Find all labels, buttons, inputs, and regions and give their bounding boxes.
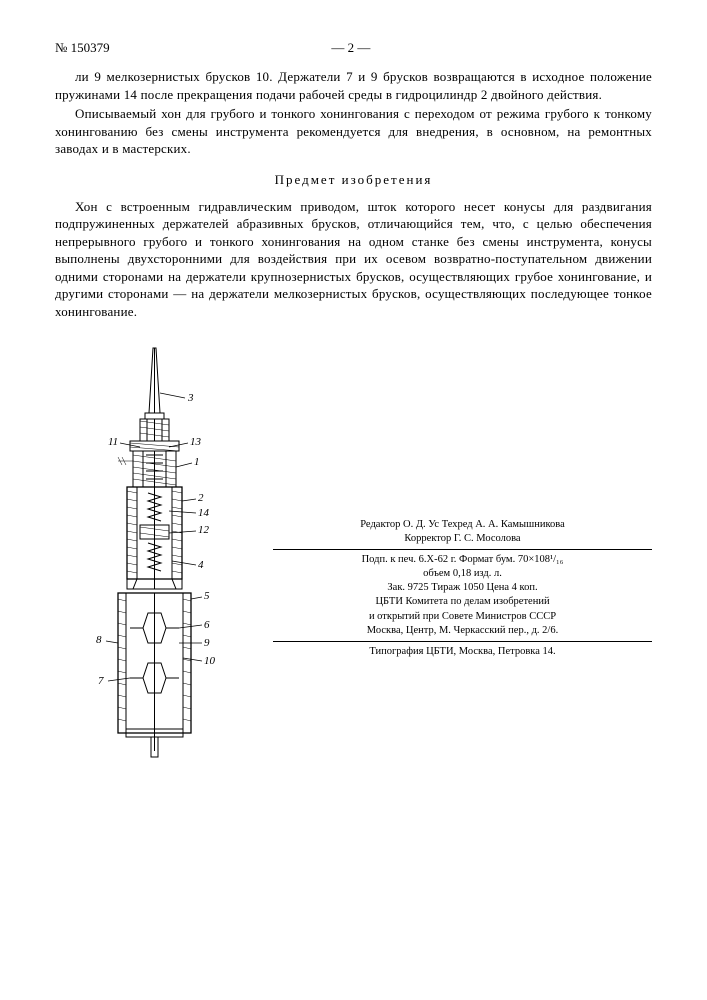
fig-label-8: 8 [96,634,102,646]
fig-label-6: 6 [204,619,210,631]
org-line-1: ЦБТИ Комитета по делам изобретений [273,595,652,609]
fig-label-12: 12 [198,524,210,536]
sign-line: Подп. к печ. 6.X-62 г. Формат бум. 70×10… [273,553,652,567]
paragraph-2: Описываемый хон для грубого и тонкого хо… [55,105,652,158]
fig-label-9: 9 [204,637,210,649]
fig-label-10: 10 [204,655,216,667]
claim-paragraph: Хон с встроенным гидравлическим приводом… [55,198,652,321]
corrector-line: Корректор Г. С. Мосолова [273,532,652,546]
page-header: № 150379 — 2 — [55,40,652,56]
page-marker: — 2 — [331,40,370,56]
fig-label-1: 1 [194,456,200,468]
fig-label-11: 11 [108,436,118,448]
claim-text: Хон с встроенным гидравлическим приводом… [55,198,652,321]
fig-label-14: 14 [198,507,210,519]
fig-label-5: 5 [204,590,210,602]
volume-line: объем 0,18 изд. л. [273,567,652,581]
fig-label-13: 13 [190,436,202,448]
divider [273,641,652,642]
doc-number: № 150379 [55,40,110,56]
fig-label-2: 2 [198,492,204,504]
paragraph-1: ли 9 мелкозернистых брусков 10. Держател… [55,68,652,103]
org-line-2: и открытий при Совете Министров СССР [273,610,652,624]
typography-line: Типография ЦБТИ, Москва, Петровка 14. [273,645,652,659]
body-text: ли 9 мелкозернистых брусков 10. Держател… [55,68,652,158]
technical-drawing: 3 11 13 1 2 14 12 4 5 6 [60,343,250,773]
fig-label-3: 3 [187,392,194,404]
tirazh-line: Зак. 9725 Тираж 1050 Цена 4 коп. [273,581,652,595]
colophon: Редактор О. Д. Ус Техред А. А. Камышнико… [273,343,652,773]
fig-label-4: 4 [198,559,204,571]
figure-column: 3 11 13 1 2 14 12 4 5 6 [55,343,255,773]
editors-line: Редактор О. Д. Ус Техред А. А. Камышнико… [273,518,652,532]
section-title: Предмет изобретения [55,172,652,188]
divider [273,549,652,550]
fig-label-7: 7 [98,675,104,687]
address-line: Москва, Центр, М. Черкасский пер., д. 2/… [273,624,652,638]
